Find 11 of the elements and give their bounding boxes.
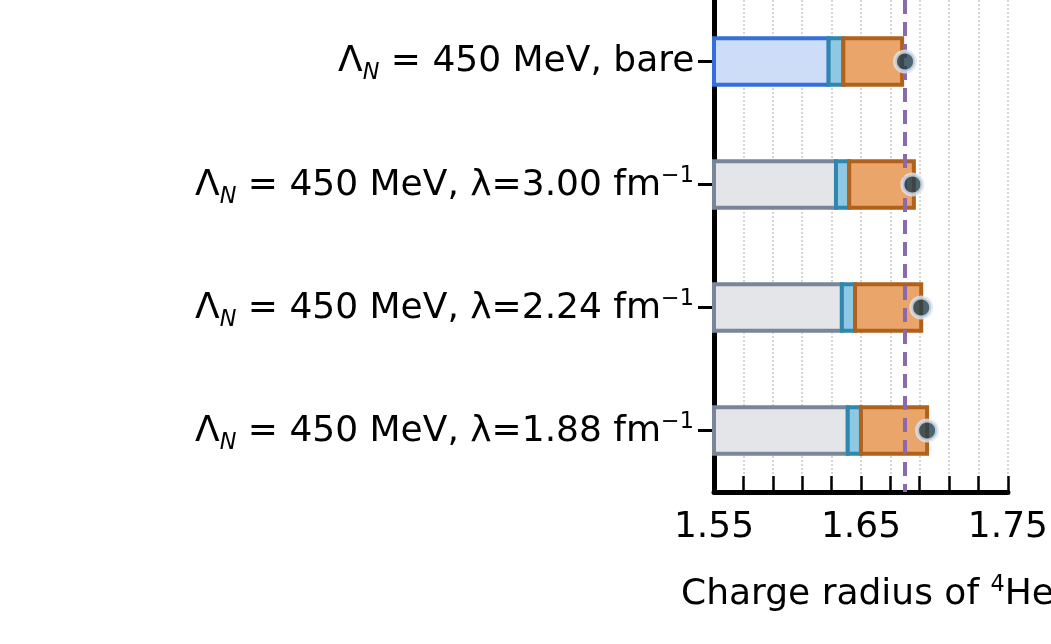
- y-tick-label: Λ$_{N}$ = 450 MeV, λ=2.24 fm$^{−1}$: [195, 283, 694, 331]
- x-tick-label: 1.75: [967, 503, 1048, 545]
- x-tick-label: 1.55: [673, 503, 755, 545]
- y-tick-label: Λ$_{N}$ = 450 MeV, λ=3.00 fm$^{−1}$: [195, 160, 694, 208]
- point: [915, 418, 940, 443]
- y-tick-label: Λ$_{N}$ = 450 MeV, λ=1.88 fm$^{−1}$: [195, 406, 694, 454]
- point: [900, 172, 925, 197]
- x-tick-label: 1.65: [820, 503, 902, 545]
- y-tick-label: Λ$_{N}$ = 450 MeV, bare: [338, 37, 695, 84]
- point: [893, 49, 918, 74]
- point: [909, 295, 934, 320]
